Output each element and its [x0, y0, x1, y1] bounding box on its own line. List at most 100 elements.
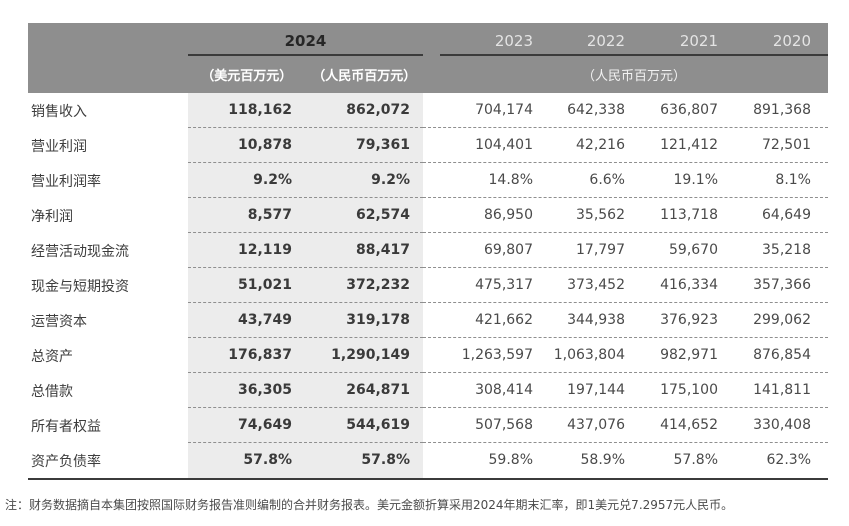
value-2022: 344,938: [567, 312, 625, 328]
row-prior-years: 69,807 17,797 59,670 35,218: [423, 233, 828, 268]
row-2024-band: 176,837 1,290,149: [188, 338, 423, 373]
header-units-2024: （美元百万元） （人民币百万元）: [188, 56, 423, 93]
row-prior-years: 704,174 642,338 636,807 891,368: [423, 93, 828, 128]
value-2022: 42,216: [576, 137, 625, 153]
row-label: 营业利润率: [31, 173, 101, 190]
row-2024-band: 43,749 319,178: [188, 303, 423, 338]
value-2020: 62.3%: [766, 452, 811, 468]
table-header: 2024 （美元百万元） （人民币百万元） 2023 2022 2021 202…: [28, 23, 828, 93]
financial-summary-table: 2024 （美元百万元） （人民币百万元） 2023 2022 2021 202…: [28, 23, 828, 480]
value-2023: 1,263,597: [461, 347, 533, 363]
table-row: 总借款 36,305 264,871 308,414 197,144 175,1…: [28, 373, 828, 408]
value-2023: 14.8%: [488, 172, 533, 188]
row-2024-band: 9.2% 9.2%: [188, 163, 423, 198]
table-row: 净利润 8,577 62,574 86,950 35,562 113,718 6…: [28, 198, 828, 233]
table-row: 现金与短期投资 51,021 372,232 475,317 373,452 4…: [28, 268, 828, 303]
value-2020: 35,218: [762, 242, 811, 258]
value-2021: 121,412: [660, 137, 718, 153]
header-prior-years-row: 2023 2022 2021 2020: [440, 23, 828, 56]
row-prior-years: 507,568 437,076 414,652 330,408: [423, 408, 828, 443]
value-2020: 357,366: [753, 277, 811, 293]
value-2022: 197,144: [567, 382, 625, 398]
value-2024-rmb: 88,417: [355, 242, 410, 258]
row-prior-years: 1,263,597 1,063,804 982,971 876,854: [423, 338, 828, 373]
header-unit-rmb: （人民币百万元）: [312, 69, 417, 84]
value-2022: 35,562: [576, 207, 625, 223]
value-2020: 299,062: [753, 312, 811, 328]
value-2024-rmb: 319,178: [346, 312, 410, 328]
value-2024-usd: 57.8%: [243, 452, 292, 468]
row-2024-band: 57.8% 57.8%: [188, 443, 423, 478]
header-year-2024: 2024: [188, 23, 423, 56]
value-2023: 86,950: [484, 207, 533, 223]
value-2023: 704,174: [475, 102, 533, 118]
row-2024-band: 12,119 88,417: [188, 233, 423, 268]
value-2020: 891,368: [753, 102, 811, 118]
row-2024-band: 36,305 264,871: [188, 373, 423, 408]
table-row: 营业利润率 9.2% 9.2% 14.8% 6.6% 19.1% 8.1%: [28, 163, 828, 198]
value-2022: 1,063,804: [553, 347, 625, 363]
value-2024-rmb: 264,871: [346, 382, 410, 398]
row-label: 所有者权益: [31, 418, 101, 435]
value-2024-rmb: 862,072: [346, 102, 410, 118]
table-row: 所有者权益 74,649 544,619 507,568 437,076 414…: [28, 408, 828, 443]
table-row: 运营资本 43,749 319,178 421,662 344,938 376,…: [28, 303, 828, 338]
value-2021: 19.1%: [673, 172, 718, 188]
header-year-2023: 2023: [494, 32, 533, 50]
table-row: 销售收入 118,162 862,072 704,174 642,338 636…: [28, 93, 828, 128]
value-2020: 64,649: [762, 207, 811, 223]
row-prior-years: 475,317 373,452 416,334 357,366: [423, 268, 828, 303]
value-2024-usd: 8,577: [247, 207, 292, 223]
footnote: 注：财务数据摘自本集团按照国际财务报告准则编制的合并财务报表。美元金额折算采用2…: [5, 498, 734, 512]
value-2022: 373,452: [567, 277, 625, 293]
value-2024-usd: 36,305: [237, 382, 292, 398]
table-row: 经营活动现金流 12,119 88,417 69,807 17,797 59,6…: [28, 233, 828, 268]
row-label: 资产负债率: [31, 453, 101, 470]
value-2024-rmb: 79,361: [355, 137, 410, 153]
value-2020: 141,811: [753, 382, 811, 398]
value-2023: 59.8%: [488, 452, 533, 468]
value-2021: 414,652: [660, 417, 718, 433]
value-2021: 175,100: [660, 382, 718, 398]
row-label: 运营资本: [31, 313, 87, 330]
value-2021: 113,718: [660, 207, 718, 223]
value-2020: 876,854: [753, 347, 811, 363]
header-unit-prior-years: （人民币百万元）: [581, 69, 686, 84]
header-group-prior-years: 2023 2022 2021 2020 （人民币百万元）: [423, 23, 828, 93]
value-2022: 6.6%: [589, 172, 625, 188]
row-prior-years: 421,662 344,938 376,923 299,062: [423, 303, 828, 338]
row-prior-years: 308,414 197,144 175,100 141,811: [423, 373, 828, 408]
value-2024-rmb: 1,290,149: [331, 347, 410, 363]
value-2023: 475,317: [475, 277, 533, 293]
value-2022: 17,797: [576, 242, 625, 258]
row-prior-years: 59.8% 58.9% 57.8% 62.3%: [423, 443, 828, 478]
value-2024-usd: 176,837: [228, 347, 292, 363]
row-2024-band: 74,649 544,619: [188, 408, 423, 443]
value-2022: 58.9%: [580, 452, 625, 468]
header-year-2021: 2021: [679, 32, 718, 50]
value-2021: 636,807: [660, 102, 718, 118]
row-label: 总借款: [31, 383, 73, 400]
row-prior-years: 14.8% 6.6% 19.1% 8.1%: [423, 163, 828, 198]
row-2024-band: 51,021 372,232: [188, 268, 423, 303]
table-row: 资产负债率 57.8% 57.8% 59.8% 58.9% 57.8% 62.3…: [28, 443, 828, 478]
value-2020: 330,408: [753, 417, 811, 433]
header-group-2024: 2024 （美元百万元） （人民币百万元）: [188, 23, 423, 93]
table-body: 销售收入 118,162 862,072 704,174 642,338 636…: [28, 93, 828, 480]
value-2024-rmb: 9.2%: [371, 172, 410, 188]
value-2023: 104,401: [475, 137, 533, 153]
value-2022: 642,338: [567, 102, 625, 118]
value-2024-usd: 12,119: [237, 242, 292, 258]
value-2024-usd: 118,162: [228, 102, 292, 118]
row-prior-years: 86,950 35,562 113,718 64,649: [423, 198, 828, 233]
value-2021: 57.8%: [673, 452, 718, 468]
header-year-2020: 2020: [772, 32, 811, 50]
value-2024-usd: 43,749: [237, 312, 292, 328]
value-2023: 69,807: [484, 242, 533, 258]
row-label: 总资产: [31, 348, 73, 365]
row-2024-band: 10,878 79,361: [188, 128, 423, 163]
value-2024-rmb: 544,619: [346, 417, 410, 433]
value-2024-rmb: 57.8%: [361, 452, 410, 468]
value-2023: 421,662: [475, 312, 533, 328]
value-2024-usd: 51,021: [237, 277, 292, 293]
